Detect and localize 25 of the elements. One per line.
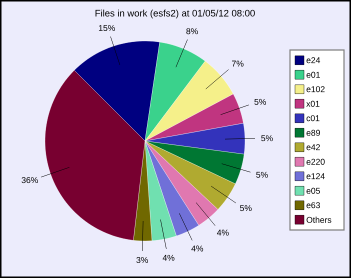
data-label: 4% — [216, 230, 229, 236]
legend-label: x01 — [306, 100, 320, 107]
data-label: 5% — [256, 172, 268, 178]
data-label: 4% — [191, 246, 204, 252]
legend-label: Others — [306, 216, 332, 223]
data-label: 36% — [22, 177, 38, 184]
data-label: 4% — [162, 254, 174, 261]
legend-label: e24 — [306, 57, 320, 64]
chart-title: Files in work (esfs2) at 01/05/12 08:00 — [96, 10, 255, 18]
data-label: 5% — [240, 205, 252, 212]
data-label: 5% — [254, 98, 266, 105]
data-label: 5% — [261, 135, 273, 142]
legend-label: e220 — [306, 158, 325, 165]
data-label: 8% — [186, 28, 198, 34]
legend-label: e42 — [306, 144, 320, 150]
legend-label: e124 — [306, 173, 325, 180]
legend-label: e89 — [306, 130, 320, 136]
legend-label: e63 — [306, 202, 320, 208]
data-label: 3% — [136, 257, 148, 263]
legend-label: e05 — [306, 188, 320, 194]
legend-label: c01 — [306, 115, 320, 122]
data-label: 15% — [98, 25, 115, 31]
legend-label: e102 — [306, 86, 325, 92]
data-label: 7% — [232, 60, 244, 67]
legend-label: e01 — [306, 72, 320, 78]
